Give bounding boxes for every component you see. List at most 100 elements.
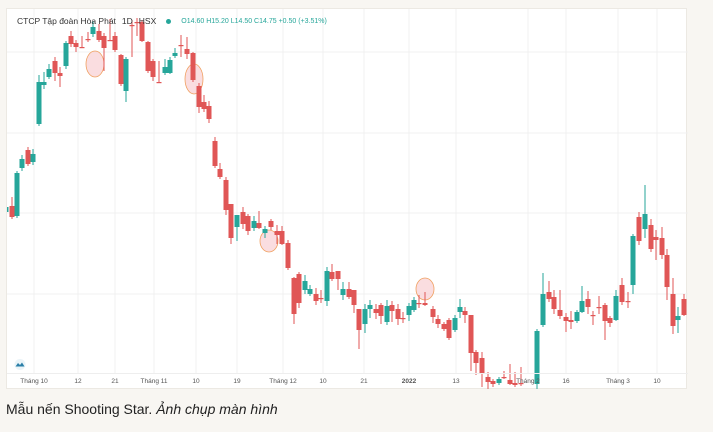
candle — [411, 297, 417, 312]
candle — [340, 282, 346, 300]
candle — [642, 185, 648, 238]
candle — [585, 291, 591, 314]
time-axis-label: 16 — [562, 378, 570, 385]
candle — [291, 277, 297, 324]
candle — [568, 311, 574, 329]
candle — [201, 95, 207, 112]
candle — [540, 273, 546, 327]
candlestick-plot[interactable] — [7, 9, 688, 390]
candle — [184, 37, 190, 59]
candle — [335, 271, 341, 290]
candle — [172, 48, 178, 58]
candle — [435, 315, 441, 328]
candle — [485, 372, 491, 389]
candle — [14, 171, 20, 218]
candle — [324, 267, 330, 306]
time-axis-label: 21 — [360, 378, 368, 385]
candle — [389, 301, 395, 322]
candle — [118, 54, 124, 86]
candle — [36, 75, 42, 126]
candle — [134, 18, 140, 36]
candle — [256, 211, 262, 229]
candle — [234, 215, 240, 241]
candle — [630, 234, 636, 294]
candle — [659, 227, 665, 259]
candle — [30, 149, 36, 165]
candle — [596, 296, 602, 314]
candle — [85, 32, 91, 42]
candle — [107, 19, 113, 42]
candle — [563, 313, 569, 332]
candle — [52, 57, 58, 81]
candle — [307, 285, 313, 296]
candle — [395, 304, 401, 325]
candle — [73, 40, 79, 52]
candle — [63, 41, 69, 69]
candle — [468, 315, 474, 371]
candle — [496, 377, 502, 385]
candle — [79, 36, 85, 49]
candle — [9, 197, 15, 219]
time-axis-label: 21 — [111, 378, 119, 385]
candle — [512, 372, 518, 387]
interval-label[interactable]: 1D — [121, 16, 133, 26]
candle — [378, 303, 384, 324]
candle — [446, 318, 452, 340]
candle — [579, 286, 585, 313]
candle — [602, 303, 608, 340]
time-axis-label: Tháng 12 — [269, 378, 297, 385]
candle — [228, 204, 234, 244]
candle — [245, 214, 251, 235]
tradingview-logo-icon[interactable] — [13, 359, 27, 370]
candle — [279, 226, 285, 245]
candle — [406, 303, 412, 321]
candle — [217, 163, 223, 179]
candle — [150, 59, 156, 81]
candle — [178, 35, 184, 57]
candle — [613, 290, 619, 321]
candle — [551, 290, 557, 314]
candle — [416, 295, 422, 308]
time-axis-label: Tháng 3 — [606, 378, 630, 385]
candle — [367, 300, 373, 318]
candle — [190, 52, 196, 82]
candle — [430, 306, 436, 323]
chart-panel[interactable]: CTCP Tập đoàn Hòa Phát 1D HSX O14.60 H15… — [6, 8, 688, 390]
candle — [68, 31, 74, 47]
market-status-dot-icon — [166, 18, 172, 24]
exchange-label: HSX — [138, 16, 157, 26]
candle — [46, 64, 52, 79]
symbol-name: CTCP Tập đoàn Hòa Phát — [17, 16, 116, 26]
candle — [384, 300, 390, 325]
time-axis-label: 10 — [192, 378, 200, 385]
time-axis-label: 10 — [319, 378, 327, 385]
time-axis[interactable]: Tháng 10 12 21 Tháng 11 10 19 Tháng 12 10 21 2022… — [7, 373, 688, 390]
candle — [123, 57, 129, 102]
candle — [457, 299, 463, 318]
caption-text: Mẫu nến Shooting Star. — [6, 401, 153, 417]
candle — [274, 225, 280, 244]
candle — [7, 207, 9, 212]
candle — [251, 216, 257, 231]
candle — [518, 367, 524, 386]
candle — [422, 292, 428, 306]
candle — [670, 278, 676, 334]
candle — [462, 307, 468, 323]
candle — [57, 67, 63, 87]
candle — [473, 350, 479, 375]
candle — [574, 310, 580, 323]
candle — [329, 264, 335, 281]
time-axis-label: 19 — [233, 378, 241, 385]
candle — [557, 290, 563, 319]
candle — [546, 281, 552, 302]
shooting-star-highlight — [85, 50, 105, 78]
candle — [625, 292, 631, 308]
chart-legend: CTCP Tập đoàn Hòa Phát 1D HSX O14.60 H15… — [17, 16, 327, 26]
candle — [139, 20, 145, 42]
time-axis-label: 10 — [653, 378, 661, 385]
candle — [607, 316, 613, 327]
candle — [296, 272, 302, 308]
image-caption: Mẫu nến Shooting Star. Ảnh chụp màn hình — [6, 401, 278, 417]
candle — [112, 32, 118, 52]
candle — [145, 41, 151, 73]
